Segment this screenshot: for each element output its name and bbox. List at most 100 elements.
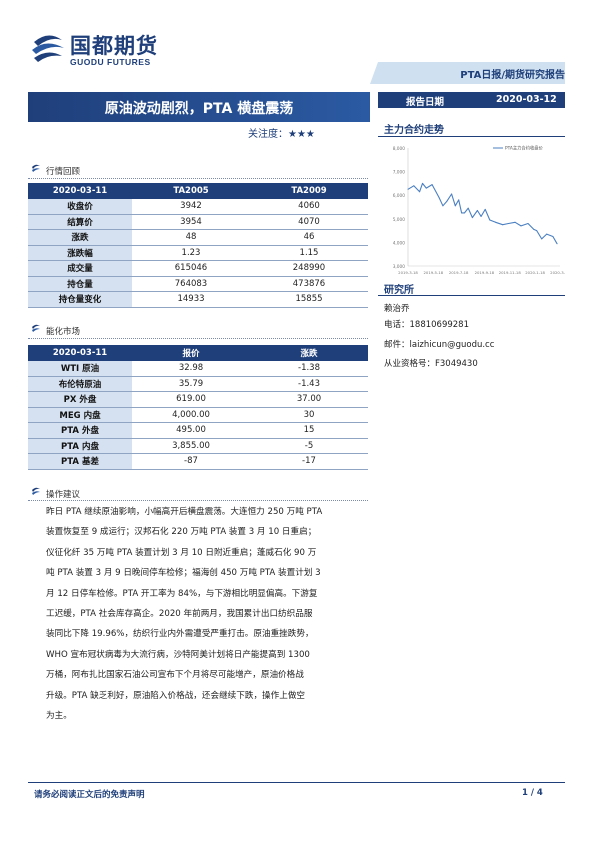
row-label: 布伦特原油	[28, 376, 132, 392]
market-review-table: 2020-03-11 TA2005 TA2009 收盘价 3942 4060 结算价…	[28, 183, 368, 308]
column-header: TA2009	[250, 183, 368, 199]
row-label: PX 外盘	[28, 391, 132, 408]
row-label: PTA 外盘	[28, 422, 132, 439]
series-line	[407, 182, 558, 245]
table-row: 成交量 615046 248990	[28, 260, 368, 277]
advice-line: 装同比下降 19.96%，纺织行业内外需遭受严重打击。原油重挫跌势，	[46, 629, 314, 640]
table-cell: 30	[250, 407, 368, 423]
data-point	[514, 221, 516, 223]
table-header-row: 2020-03-11 报价 涨跌	[28, 345, 368, 361]
page-number: 1 / 4	[522, 788, 543, 798]
table-cell: 4,000.00	[132, 407, 250, 423]
advice-line: 吨 PTA 装置 3 月 9 日晚间停车检修；福海创 450 万吨 PTA 装置…	[46, 568, 321, 579]
report-date-value: 2020-03-12	[496, 94, 557, 105]
y-tick-label: 4,000	[393, 240, 406, 246]
table-cell: 615046	[132, 260, 250, 277]
data-point	[442, 205, 444, 207]
table-row: WTI 原油 32.98 -1.38	[28, 360, 368, 377]
energy-market-table: 2020-03-11 报价 涨跌 WTI 原油 32.98 -1.38 布伦特原油 3…	[28, 345, 368, 470]
data-point	[556, 243, 558, 245]
advice-line: 工迟缓，PTA 社会库存高企。2020 年前两月，我国累计出口纺织品服	[46, 609, 313, 620]
table-cell: 37.00	[250, 391, 368, 408]
row-label: PTA 基差	[28, 453, 132, 470]
attention-stars: ★★★	[288, 129, 315, 140]
x-tick-label: 2019-7-18	[449, 270, 469, 275]
table-row: 持仓量变化 14933 15855	[28, 291, 368, 308]
analyst-name: 赖治乔	[384, 304, 410, 314]
data-point	[552, 236, 554, 237]
data-point	[451, 193, 453, 195]
x-tick-label: 2020-3-18	[550, 270, 565, 275]
row-label: WTI 原油	[28, 360, 132, 377]
x-tick-label: 2020-1-18	[525, 270, 545, 275]
data-point	[446, 200, 448, 202]
x-tick-label: 2019-5-18	[424, 270, 444, 275]
data-point	[438, 197, 440, 199]
row-label: 涨跌	[28, 229, 132, 246]
y-tick-label: 7,000	[393, 170, 406, 176]
company-name-en: GUODU FUTURES	[70, 57, 151, 67]
table-row: 布伦特原油 35.79 -1.43	[28, 376, 368, 392]
data-point	[476, 210, 478, 211]
table-row: 收盘价 3942 4060	[28, 198, 368, 215]
table-row: PX 外盘 619.00 37.00	[28, 391, 368, 408]
section-divider	[28, 338, 368, 339]
analyst-license: 从业资格号：F3049430	[384, 359, 478, 369]
advice-line: WHO 宣布冠状病毒为大流行病，沙特阿美计划将日产能提高到 1300	[46, 649, 310, 660]
section-divider	[28, 500, 368, 501]
data-point	[527, 223, 529, 224]
table-cell: 15855	[250, 291, 368, 308]
data-point	[407, 188, 409, 190]
data-point	[489, 219, 491, 221]
advice-line: 仪征化纤 35 万吨 PTA 装置计划 3 月 10 日附近重启；蓬威石化 90…	[46, 547, 317, 558]
section-swirl-icon	[32, 164, 40, 172]
table-row: PTA 外盘 495.00 15	[28, 422, 368, 439]
main-contract-chart: 8,000 7,000 6,000 5,000 4,000 3,000 2019-3-18 2…	[378, 138, 571, 280]
table-row: PTA 基差 -87 -17	[28, 453, 368, 470]
data-point	[458, 199, 460, 201]
research-heading: 研究所	[384, 285, 414, 296]
table-cell: 4070	[250, 214, 368, 230]
report-title: 原油波动剧烈，PTA 横盘震荡	[104, 101, 294, 117]
table-cell: 32.98	[132, 360, 250, 377]
report-type-banner	[378, 62, 565, 84]
disclaimer-link[interactable]: 请务必阅读正文后的免责声明	[34, 790, 145, 800]
table-cell: 248990	[250, 260, 368, 277]
advice-heading: 操作建议	[46, 490, 81, 500]
column-header: TA2005	[132, 183, 250, 199]
report-date-bar	[378, 92, 565, 108]
row-label: MEG 内盘	[28, 407, 132, 423]
table-cell: -1.43	[250, 376, 368, 392]
data-point	[508, 223, 509, 224]
attention-rating: 关注度：★★★	[248, 125, 315, 140]
advice-line: 为主。	[46, 711, 72, 722]
data-point	[495, 221, 497, 223]
data-point	[461, 212, 463, 214]
y-tick-label: 3,000	[393, 264, 406, 270]
data-point	[484, 208, 486, 210]
data-point	[536, 230, 538, 232]
footer-rule	[28, 782, 565, 783]
section-swirl-icon	[32, 324, 40, 332]
table-cell: 764083	[132, 276, 250, 292]
row-label: 收盘价	[28, 198, 132, 215]
table-cell: -17	[250, 453, 368, 470]
column-header: 涨跌	[250, 345, 368, 361]
y-tick-label: 8,000	[393, 146, 406, 152]
column-header: 2020-03-11	[28, 183, 132, 199]
table-row: 结算价 3954 4070	[28, 214, 368, 230]
advice-line: 月 12 日停车检修。PTA 开工率为 84%，与下游相比明显偏高。下游复	[46, 588, 318, 599]
data-point	[431, 184, 433, 186]
table-cell: 3,855.00	[132, 438, 250, 454]
table-cell: 35.79	[132, 376, 250, 392]
row-label: 涨跌幅	[28, 245, 132, 261]
data-point	[422, 182, 423, 184]
row-label: 持仓量变化	[28, 291, 132, 308]
table-cell: 1.23	[132, 245, 250, 261]
advice-line: 升级。PTA 缺乏利好，原油陷入价格战，还会继续下跌，操作上做空	[46, 690, 306, 701]
guodu-logo-icon	[32, 35, 64, 62]
analyst-email: 邮件：laizhicun@guodu.cc	[384, 340, 495, 350]
row-label: 结算价	[28, 214, 132, 230]
table-cell: 48	[132, 229, 250, 246]
table-cell: 495.00	[132, 422, 250, 439]
